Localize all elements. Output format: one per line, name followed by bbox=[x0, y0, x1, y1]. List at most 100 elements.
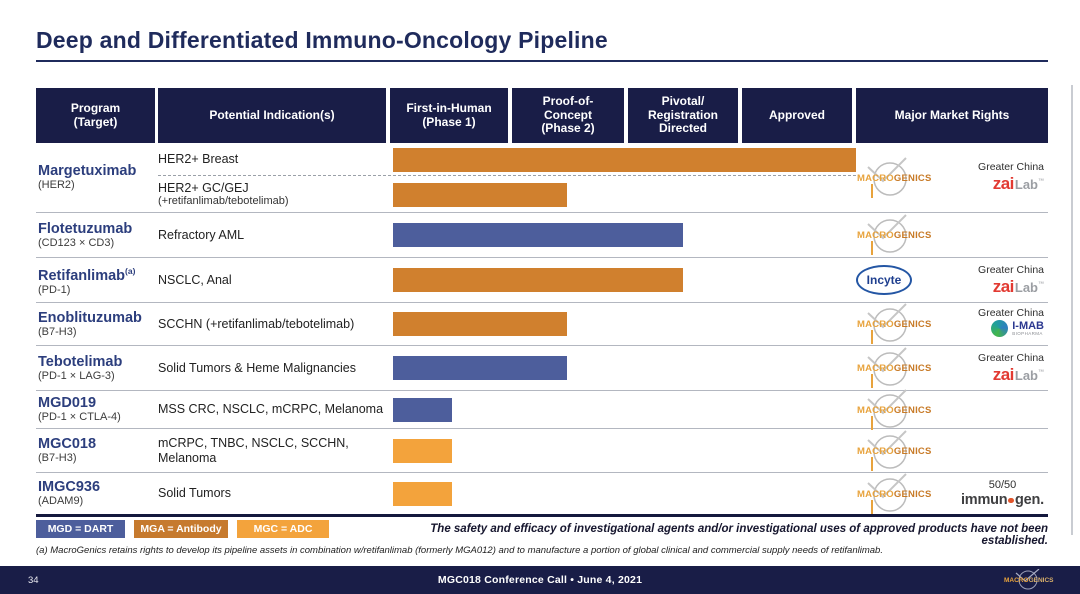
macrogenics-swoosh-icon bbox=[867, 347, 907, 388]
program-name: Tebotelimab bbox=[38, 353, 123, 370]
phase-bar bbox=[393, 268, 683, 292]
table-row: MGD019 (PD-1 × CTLA-4) MSS CRC, NSCLC, m… bbox=[36, 388, 1048, 431]
program-target: (PD-1 × LAG-3) bbox=[38, 369, 115, 382]
partner-block: Greater China zaiLab™ bbox=[978, 352, 1048, 385]
phase-bar bbox=[393, 223, 683, 247]
legend: MGD = DART MGA = Antibody MGC = ADC bbox=[36, 520, 329, 538]
phase-bar bbox=[393, 397, 452, 422]
region-label: Greater China bbox=[978, 351, 1044, 364]
macrogenics-swoosh-icon bbox=[867, 472, 907, 514]
market-rights-cell: MACROGENICS bbox=[856, 213, 1048, 257]
indication-subrow: HER2+ GC/GEJ (+retifanlimab/tebotelimab) bbox=[36, 176, 820, 213]
region-label: Greater China bbox=[978, 161, 1044, 173]
program-target: (B7-H3) bbox=[38, 452, 77, 464]
indication-text: Solid Tumors & Heme Malignancies bbox=[158, 360, 356, 375]
program-target: (ADAM9) bbox=[38, 495, 84, 507]
footer-title: MGC018 Conference Call • June 4, 2021 bbox=[437, 574, 643, 586]
program-target: (CD123 × CD3) bbox=[38, 236, 115, 249]
indication-subrow: HER2+ Breast bbox=[36, 143, 856, 176]
header-pivotal: Pivotal/Registration Directed bbox=[628, 88, 738, 143]
table-row: Tebotelimab (PD-1 × LAG-3) Solid Tumors … bbox=[36, 346, 1048, 391]
program-cell: Margetuximab (HER2) bbox=[38, 143, 157, 212]
phase-bar bbox=[393, 312, 567, 336]
program-name: MGD019 bbox=[38, 395, 97, 411]
market-rights-cell: MACROGENICS Greater China zaiLab™ bbox=[856, 143, 1048, 212]
partner-block: Greater China zaiLab™ bbox=[978, 161, 1048, 194]
macrogenics-swoosh-icon bbox=[867, 156, 907, 198]
market-rights-cell: MACROGENICS Greater China zaiLab™ bbox=[856, 346, 1048, 390]
macrogenics-logo: MACROGENICS bbox=[856, 388, 936, 431]
indication-text: Solid Tumors bbox=[158, 486, 231, 501]
split-label: 50/50 bbox=[988, 479, 1017, 491]
partner-block: Greater China I-MAB BIOPHARMA bbox=[978, 307, 1048, 342]
zai-lab-logo: zaiLab™ bbox=[992, 364, 1044, 384]
footer-bar: 34 MGC018 Conference Call • June 4, 2021… bbox=[0, 566, 1080, 594]
macrogenics-logo: MACROGENICS bbox=[856, 214, 936, 256]
page-number: 34 bbox=[28, 574, 39, 586]
table-row: Flotetuzumab (CD123 × CD3) Refractory AM… bbox=[36, 213, 1048, 258]
region-label: Greater China bbox=[978, 263, 1044, 276]
market-rights-cell: MACROGENICS Greater China I-MAB BIOPHARMA bbox=[856, 303, 1048, 345]
program-name: IMGC936 bbox=[38, 479, 101, 495]
macrogenics-swoosh-icon bbox=[867, 303, 907, 344]
incyte-logo: Incyte bbox=[856, 265, 912, 295]
market-rights-cell: MACROGENICS bbox=[856, 429, 1048, 472]
header-phase1: First-in-Human (Phase 1) bbox=[390, 88, 508, 143]
indication-text: HER2+ GC/GEJ bbox=[158, 180, 249, 195]
dashed-divider bbox=[158, 175, 856, 176]
legend-chip-dart: MGD = DART bbox=[36, 520, 125, 538]
table-row: IMGC936 (ADAM9) Solid Tumors MACROGENICS… bbox=[36, 472, 1048, 517]
imab-logo: I-MAB BIOPHARMA bbox=[991, 319, 1044, 337]
market-rights-cell: MACROGENICS bbox=[856, 388, 1048, 431]
program-target: (HER2) bbox=[38, 179, 75, 191]
footnote-marker: (a) bbox=[125, 266, 136, 277]
table-row: Enoblituzumab (B7-H3) SCCHN (+retifanlim… bbox=[36, 303, 1048, 346]
macrogenics-swoosh-icon bbox=[867, 388, 907, 430]
phase-bar bbox=[393, 438, 452, 463]
program-name: Margetuximab bbox=[38, 163, 137, 179]
macrogenics-swoosh-icon bbox=[867, 429, 907, 471]
immunogen-logo: immun gen. bbox=[960, 492, 1044, 508]
title-underline bbox=[36, 60, 1048, 62]
partner-block: 50/50 immun gen. bbox=[961, 479, 1048, 508]
header-approved: Approved bbox=[742, 88, 852, 143]
immunogen-dot-icon bbox=[1008, 497, 1014, 503]
indication-text: MSS CRC, NSCLC, mCRPC, Melanoma bbox=[158, 402, 384, 417]
indication-text: NSCLC, Anal bbox=[158, 272, 232, 287]
macrogenics-logo: MACROGENICS bbox=[856, 347, 936, 389]
program-name: Flotetuzumab bbox=[38, 220, 133, 237]
market-rights-cell: Incyte Greater China zaiLab™ bbox=[856, 258, 1048, 302]
partner-block: Greater China zaiLab™ bbox=[978, 264, 1048, 297]
macrogenics-logo: MACROGENICS bbox=[856, 429, 936, 472]
program-target: (PD-1) bbox=[38, 283, 71, 296]
header-phase2: Proof-of- Concept (Phase 2) bbox=[512, 88, 624, 143]
region-label: Greater China bbox=[978, 306, 1044, 319]
indication-text: SCCHN (+retifanlimab/tebotelimab) bbox=[158, 316, 355, 331]
table-right-edge-line bbox=[1071, 85, 1073, 535]
legend-chip-adc: MGC = ADC bbox=[237, 520, 329, 538]
macrogenics-logo: MACROGENICS bbox=[856, 303, 936, 345]
indication-text: mCRPC, TNBC, NSCLC, SCCHN, Melanoma bbox=[158, 436, 349, 465]
header-indications: Potential Indication(s) bbox=[158, 88, 386, 143]
phase-bar bbox=[393, 182, 567, 207]
market-rights-cell: MACROGENICS 50/50 immun gen. bbox=[856, 472, 1048, 514]
safety-disclaimer: The safety and efficacy of investigation… bbox=[430, 523, 1048, 547]
phase-bar bbox=[393, 356, 567, 380]
indication-text: HER2+ Breast bbox=[158, 152, 239, 167]
zai-lab-logo: zaiLab™ bbox=[992, 174, 1044, 193]
zai-lab-logo: zaiLab™ bbox=[992, 276, 1044, 296]
program-target: (PD-1 × CTLA-4) bbox=[38, 411, 121, 423]
footnote: (a) MacroGenics retains rights to develo… bbox=[36, 545, 883, 556]
legend-chip-antibody: MGA = Antibody bbox=[134, 520, 228, 538]
page-title: Deep and Differentiated Immuno-Oncology … bbox=[36, 27, 608, 53]
program-target: (B7-H3) bbox=[38, 325, 77, 338]
macrogenics-swoosh-icon bbox=[867, 214, 907, 255]
header-market-rights: Major Market Rights bbox=[856, 88, 1048, 143]
program-name: Retifanlimab(a) bbox=[38, 266, 136, 284]
macrogenics-logo: MACROGENICS bbox=[856, 156, 936, 199]
phase-bar bbox=[393, 147, 856, 172]
header-program: Program (Target) bbox=[36, 88, 155, 143]
indication-text: Refractory AML bbox=[158, 227, 245, 242]
macrogenics-swoosh-icon bbox=[1015, 569, 1040, 590]
